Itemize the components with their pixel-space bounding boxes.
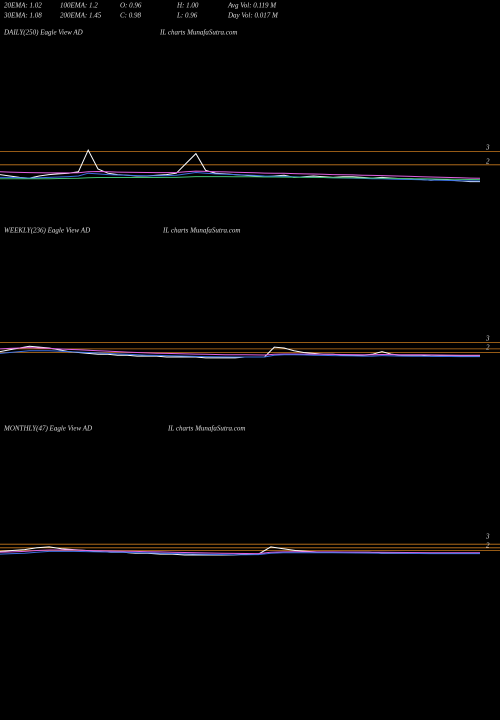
- y-tick-label: 3: [485, 533, 490, 541]
- series-line: [0, 171, 481, 182]
- y-tick-label: 2: [486, 542, 490, 550]
- panel-title: MONTHLY(47) Eagle View AD: [3, 425, 92, 433]
- panel-title: WEEKLY(236) Eagle View AD: [4, 227, 90, 235]
- y-tick-label: 2: [486, 344, 490, 352]
- header-stat: 30EMA: 1.08: [3, 12, 42, 20]
- header-stat: C: 0.98: [120, 12, 142, 20]
- panel-title: DAILY(250) Eagle View AD: [3, 29, 83, 37]
- header-stat: Avg Vol: 0.119 M: [227, 2, 277, 10]
- y-tick-label: 3: [485, 335, 490, 343]
- y-tick-label: 3: [485, 144, 490, 152]
- header-stat: 100EMA: 1.2: [60, 2, 98, 10]
- series-line: [0, 550, 480, 556]
- header: 20EMA: 1.02 100EMA: 1.2 O: 0.96 H: 1.00 …: [3, 2, 279, 20]
- header-stat: H: 1.00: [176, 2, 199, 10]
- header-stat: 20EMA: 1.02: [4, 2, 42, 10]
- series-line: [0, 350, 480, 358]
- series-line: [0, 170, 481, 179]
- panel-subtitle: IL charts MunafaSutra.com: [159, 29, 237, 37]
- series-line: [0, 176, 481, 181]
- y-tick-label: 2: [486, 158, 490, 166]
- header-stat: O: 0.96: [120, 2, 142, 10]
- panel-subtitle: IL charts MunafaSutra.com: [167, 425, 245, 433]
- series-line: [0, 347, 481, 356]
- header-stat: Day Vol: 0.017 M: [227, 12, 279, 20]
- panel-subtitle: IL charts MunafaSutra.com: [162, 227, 240, 235]
- series-line: [0, 549, 480, 555]
- header-stat: 200EMA: 1.45: [60, 12, 102, 20]
- header-stat: L: 0.96: [176, 12, 198, 20]
